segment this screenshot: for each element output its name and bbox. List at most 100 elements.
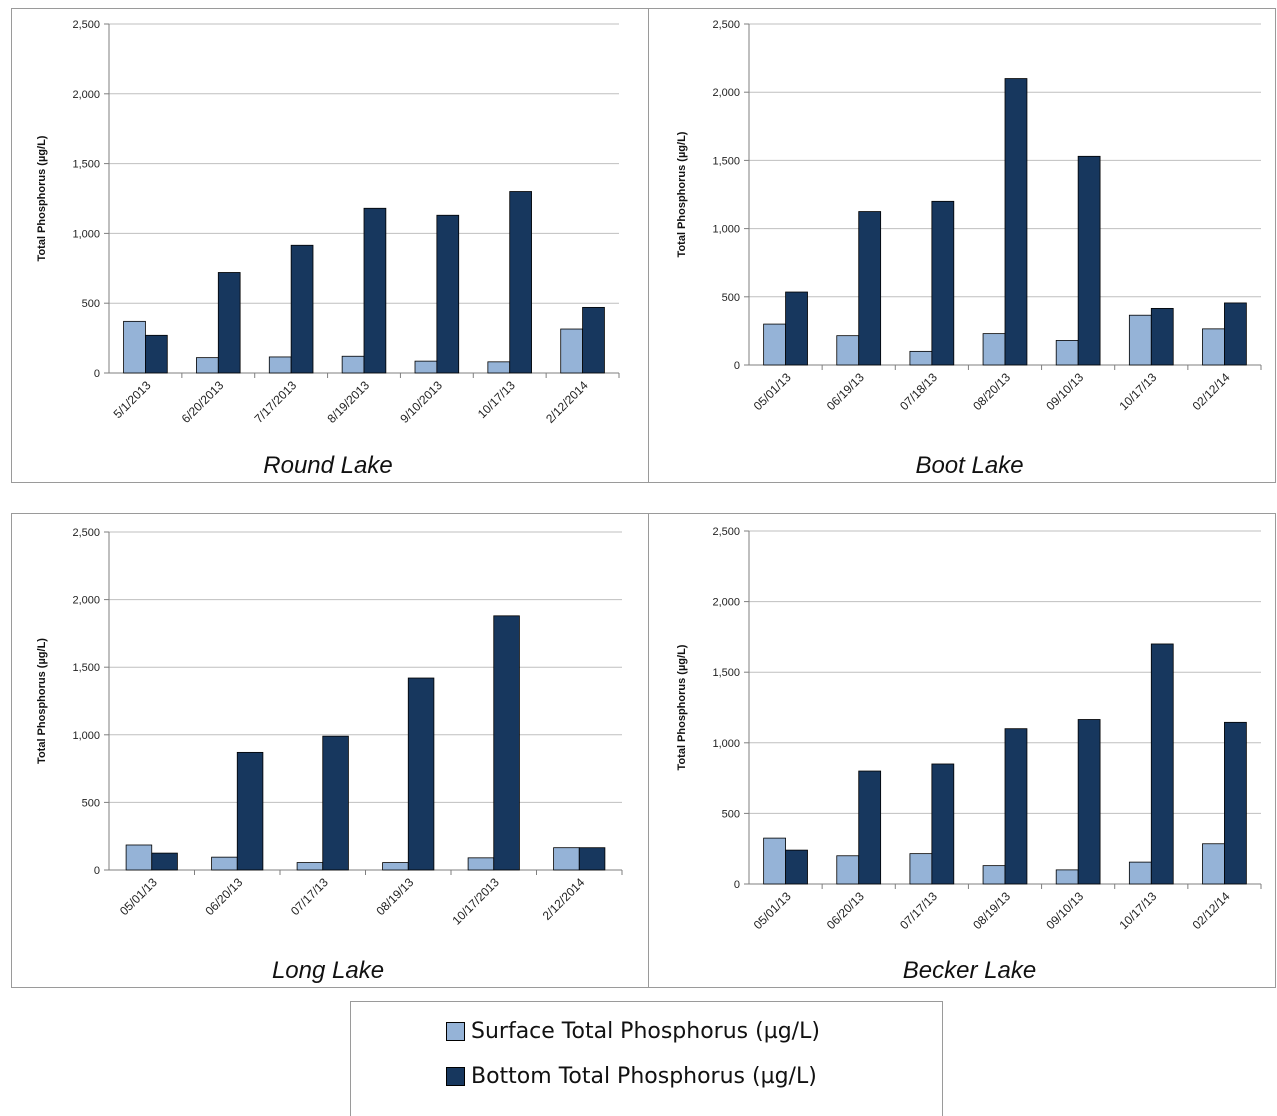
y-tick-label: 500	[722, 808, 740, 820]
x-tick-label: 10/17/13	[475, 378, 518, 421]
y-tick-label: 2,500	[72, 19, 100, 31]
bottom-bar	[1150, 643, 1174, 885]
bottom-bar	[931, 763, 955, 885]
surface-bar	[296, 862, 324, 871]
y-tick-label: 0	[94, 865, 100, 877]
surface-bar	[123, 320, 146, 374]
y-tick-label: 1,500	[72, 662, 100, 674]
surface-bar	[560, 328, 583, 374]
x-tick-label: 2/12/2014	[540, 875, 588, 923]
surface-bar	[763, 323, 786, 366]
surface-bar	[836, 855, 860, 885]
x-tick-label: 9/10/2013	[397, 378, 445, 426]
y-tick-label: 1,000	[72, 730, 100, 742]
bottom-bar	[407, 677, 435, 871]
bottom-bar	[436, 214, 460, 374]
x-tick-label: 10/17/13	[1116, 889, 1159, 932]
bottom-bar	[151, 852, 178, 871]
surface-bar	[414, 360, 438, 374]
bottom-bar	[1004, 78, 1028, 366]
x-tick-label: 07/17/13	[897, 889, 940, 932]
y-tick-label: 2,500	[72, 527, 100, 539]
chart-panel-becker-lake: 0 500 1,000 1,500 2,000 2,500 Total Phosphorus…	[648, 513, 1276, 988]
legend-item-surface: Surface Total Phosphorus (µg/L)	[446, 1016, 820, 1046]
surface-bar	[982, 865, 1006, 885]
chart-panel-round-lake: 0 500 1,000 1,500 2,000 2,500 Total Phosphorus…	[11, 8, 649, 483]
legend-item-bottom: Bottom Total Phosphorus (µg/L)	[446, 1061, 817, 1091]
legend-label-surface: Surface Total Phosphorus (µg/L)	[471, 1018, 820, 1044]
y-tick-label: 2,000	[72, 595, 100, 607]
y-tick-label: 2,500	[712, 526, 740, 538]
bottom-bar	[1077, 719, 1101, 885]
bottom-bar	[217, 272, 241, 374]
x-tick-label: 5/1/2013	[111, 378, 154, 421]
x-tick-label: 2/12/2014	[543, 378, 591, 426]
bottom-bar	[858, 770, 882, 885]
boot-lake-chart: 0 500 1,000 1,500 2,000 2,500 Total Phosphorus…	[676, 19, 1262, 413]
y-tick-label: 1,500	[72, 159, 100, 171]
surface-bar	[1202, 328, 1225, 366]
bottom-bar	[1077, 155, 1101, 366]
y-tick-label: 1,000	[712, 738, 740, 750]
chart-title-becker-lake: Becker Lake	[902, 957, 1037, 984]
x-tick-label: 7/17/2013	[252, 378, 300, 426]
surface-bar	[553, 847, 580, 871]
bottom-bar	[236, 751, 264, 871]
surface-bar	[982, 333, 1006, 366]
chart-legend: Surface Total Phosphorus (µg/L) Bottom T…	[350, 1001, 943, 1116]
x-tick-label: 06/20/13	[824, 889, 867, 932]
x-tick-label: 02/12/14	[1190, 370, 1233, 413]
chart-panel-boot-lake: 0 500 1,000 1,500 2,000 2,500 Total Phosphorus…	[648, 8, 1276, 483]
surface-bar	[1055, 869, 1079, 885]
bottom-bar	[290, 244, 314, 374]
y-tick-label: 500	[722, 292, 740, 304]
y-tick-label: 1,500	[712, 667, 740, 679]
x-tick-label: 6/20/2013	[179, 378, 227, 426]
y-axis-title: Total Phosphorus (µg/L)	[676, 644, 688, 770]
bottom-bar	[1224, 302, 1247, 366]
chart-panel-long-lake: 0 500 1,000 1,500 2,000 2,500 Total Phosphorus…	[11, 513, 649, 988]
bottom-bar	[582, 306, 605, 374]
surface-bar	[1202, 843, 1225, 885]
bottom-bar	[785, 291, 808, 366]
bottom-bar	[509, 191, 532, 374]
bottom-bar	[785, 849, 808, 885]
surface-bar	[909, 853, 933, 885]
surface-bar	[196, 357, 219, 374]
bottom-bar	[1224, 721, 1247, 885]
y-tick-label: 500	[82, 298, 100, 310]
x-tick-label: 08/19/13	[970, 889, 1013, 932]
surface-bar	[836, 335, 860, 366]
surface-bar	[909, 350, 933, 366]
y-tick-label: 2,500	[712, 19, 740, 31]
y-axis-title: Total Phosphorus (µg/L)	[36, 135, 48, 261]
x-tick-label: 08/20/13	[970, 370, 1013, 413]
surface-bar	[467, 857, 495, 871]
surface-bar	[487, 361, 511, 374]
surface-bar	[268, 356, 292, 374]
chart-title-round-lake: Round Lake	[263, 452, 393, 479]
surface-bar	[1128, 861, 1152, 885]
y-tick-label: 2,000	[72, 89, 100, 101]
surface-bar	[341, 355, 365, 374]
bottom-bar	[858, 211, 882, 366]
y-tick-label: 0	[734, 360, 740, 372]
y-tick-label: 1,500	[712, 155, 740, 167]
y-axis-title: Total Phosphorus (µg/L)	[676, 131, 688, 257]
legend-label-bottom: Bottom Total Phosphorus (µg/L)	[471, 1063, 817, 1089]
chart-title-long-lake: Long Lake	[271, 957, 385, 984]
x-tick-label: 06/20/13	[202, 875, 245, 918]
bottom-bar	[931, 200, 955, 366]
x-tick-label: 08/19/13	[373, 875, 416, 918]
becker-lake-chart: 0 500 1,000 1,500 2,000 2,500 Total Phosphorus…	[676, 526, 1262, 932]
bottom-bar	[145, 334, 168, 374]
chart-title-boot-lake: Boot Lake	[915, 452, 1024, 479]
x-tick-label: 05/01/13	[117, 875, 160, 918]
bottom-bar	[493, 615, 520, 871]
x-tick-label: 06/19/13	[824, 370, 867, 413]
surface-bar	[1055, 340, 1079, 366]
y-tick-label: 500	[82, 797, 100, 809]
y-tick-label: 0	[94, 368, 100, 380]
bottom-bar	[578, 847, 606, 871]
x-tick-label: 02/12/14	[1190, 889, 1233, 932]
